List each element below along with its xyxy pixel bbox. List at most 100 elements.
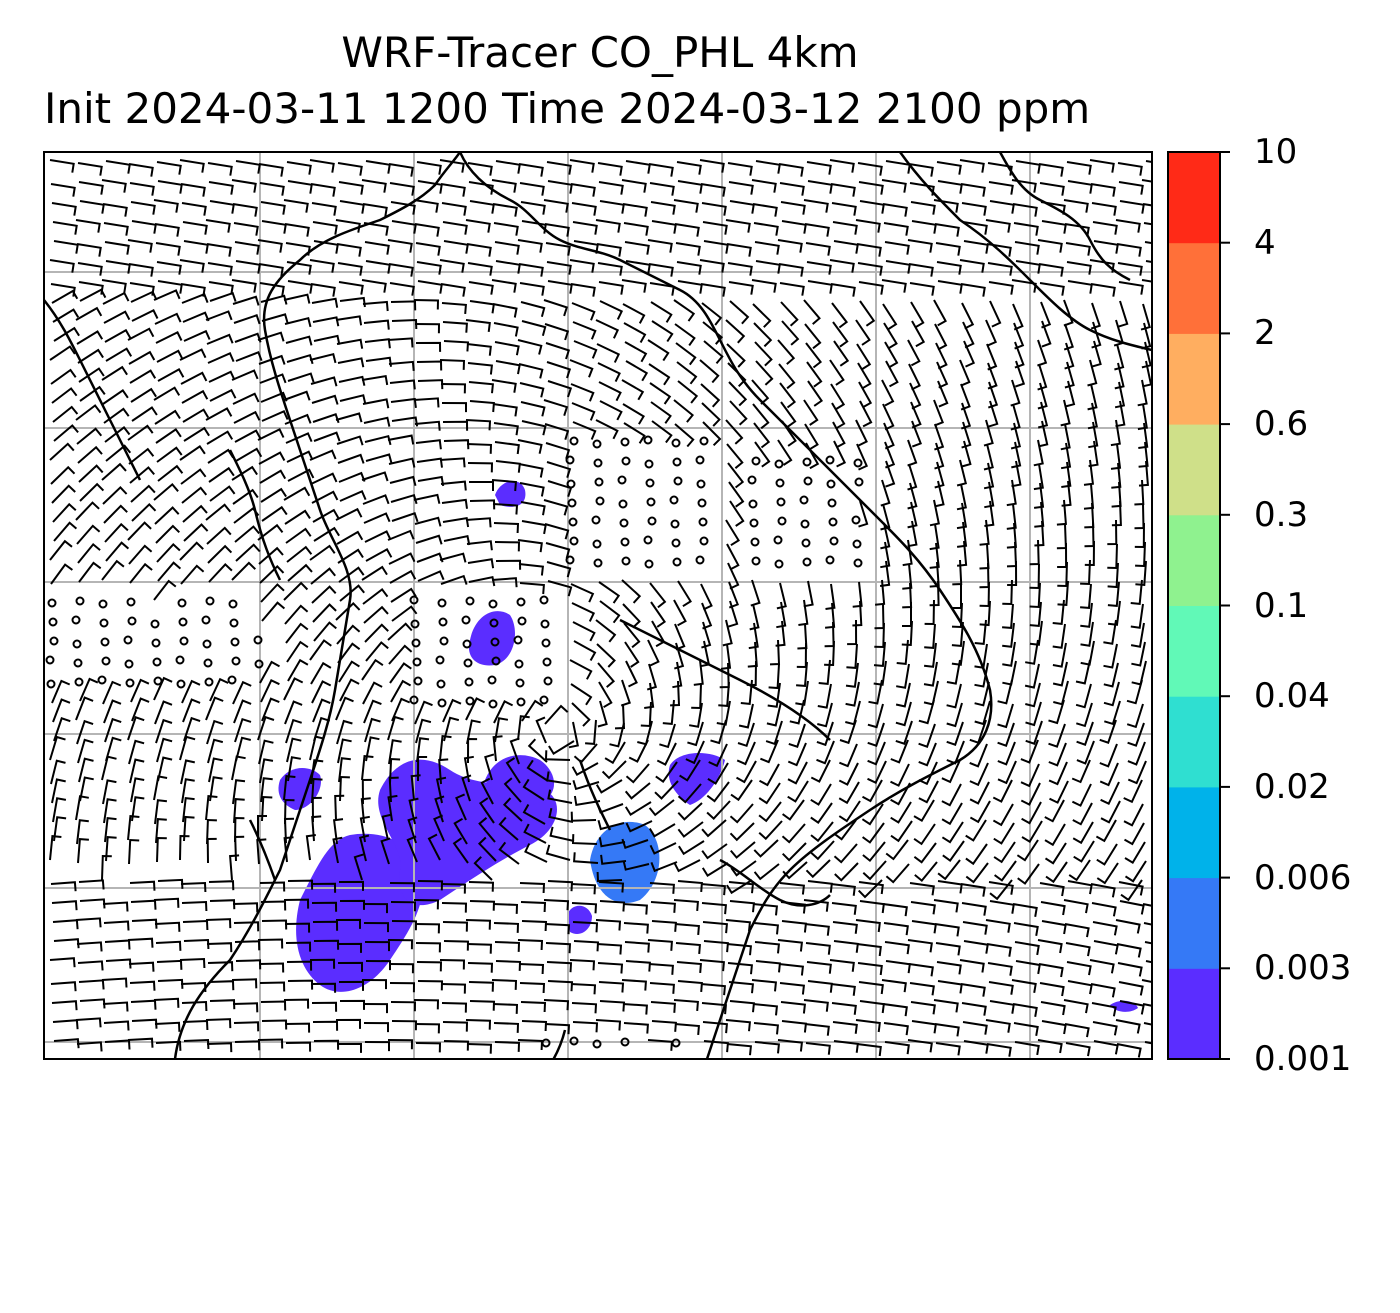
wind-barb	[75, 219, 101, 233]
wind-barb	[962, 1021, 988, 1035]
wind-barb	[257, 239, 283, 253]
wind-barb	[831, 402, 846, 430]
wind-barb	[1107, 562, 1119, 589]
wind-barb	[1091, 340, 1102, 368]
wind-barb	[388, 552, 416, 565]
wind-barb	[261, 505, 288, 522]
wind-barb	[974, 662, 989, 688]
wind-barb	[984, 481, 995, 509]
wind-barb	[101, 977, 128, 988]
wind-barb	[1087, 383, 1098, 411]
wind-barb	[442, 221, 468, 235]
colorbar-tick-label: 0.02	[1254, 766, 1330, 807]
wind-barb	[1127, 741, 1146, 766]
wind-barb	[777, 239, 803, 253]
wind-barb	[834, 862, 859, 882]
wind-barb	[76, 1041, 103, 1052]
wind-barb	[572, 780, 600, 791]
wind-barb	[752, 403, 770, 430]
wind-barb	[546, 161, 572, 175]
wind-barb	[260, 583, 285, 603]
wind-barb	[677, 980, 703, 992]
calm-marker	[801, 538, 811, 548]
wind-barb	[359, 815, 370, 843]
wind-barb	[857, 962, 883, 976]
wind-barb	[153, 997, 180, 1008]
calm-marker	[227, 675, 237, 685]
wind-barb	[1025, 720, 1043, 745]
main-plume-west	[296, 833, 423, 992]
wind-barb	[435, 776, 447, 804]
calm-marker	[125, 678, 135, 688]
wind-barb	[335, 696, 354, 721]
wind-barb	[961, 202, 987, 216]
calm-marker	[231, 656, 241, 666]
wind-barb	[49, 442, 75, 461]
wind-barb	[179, 259, 205, 273]
wind-barb	[493, 322, 519, 337]
wind-barb	[52, 698, 71, 723]
calm-marker	[672, 557, 682, 567]
wind-barb	[305, 834, 316, 861]
wind-barb	[261, 795, 273, 822]
calm-marker	[669, 495, 679, 505]
calm-marker	[253, 635, 263, 645]
calm-marker	[491, 656, 501, 666]
wind-barb	[951, 602, 963, 629]
wind-barb	[974, 681, 990, 707]
wind-barb	[961, 302, 975, 330]
wind-barb	[782, 799, 805, 821]
wind-barb	[498, 841, 520, 865]
wind-barb	[260, 678, 280, 703]
wind-barb	[598, 837, 626, 848]
wind-barb	[440, 983, 467, 994]
wind-barb	[549, 826, 575, 842]
wind-barb	[710, 719, 727, 745]
wind-barb	[997, 703, 1014, 729]
wind-barb	[465, 319, 491, 333]
wind-barb	[1075, 683, 1092, 709]
wind-barb	[1006, 503, 1017, 530]
wind-barb	[434, 795, 445, 823]
wind-barb	[706, 800, 731, 821]
wind-barb	[353, 853, 364, 881]
wind-barb	[1020, 782, 1041, 806]
wind-barb	[338, 757, 351, 783]
wind-barb	[1052, 661, 1068, 687]
wind-barb	[858, 381, 873, 409]
wind-barb	[1010, 422, 1022, 450]
wind-barb	[1063, 999, 1089, 1014]
wind-barb	[182, 311, 210, 323]
wind-barb	[1103, 643, 1118, 669]
wind-barb	[179, 957, 206, 969]
wind-barb	[1138, 441, 1149, 468]
wind-barb	[156, 542, 181, 563]
wind-barb	[867, 703, 884, 729]
wind-barb	[677, 880, 703, 892]
wind-barb	[181, 778, 195, 804]
wind-barb	[832, 421, 846, 449]
wind-barb	[910, 901, 936, 915]
wind-barb	[624, 341, 648, 363]
wind-barb	[598, 281, 624, 295]
calm-marker	[592, 1039, 602, 1049]
wind-barb	[936, 261, 962, 275]
wind-barb	[358, 834, 370, 862]
wind-barb	[283, 898, 310, 909]
wind-barb	[283, 581, 309, 601]
wind-barb	[1111, 500, 1122, 527]
wind-barb	[599, 900, 626, 912]
wind-barb	[969, 719, 987, 744]
wind-barb	[336, 243, 362, 257]
calm-marker	[803, 476, 813, 486]
wind-barb	[440, 183, 466, 197]
wind-barb	[50, 563, 73, 585]
wind-barb	[546, 561, 572, 578]
wind-barb	[473, 856, 493, 881]
wind-barb	[993, 822, 1015, 845]
wind-barb	[1124, 841, 1146, 864]
wind-barb	[960, 983, 986, 997]
wind-barb	[131, 309, 159, 322]
wind-barb	[259, 373, 287, 384]
wind-barb	[545, 342, 571, 360]
